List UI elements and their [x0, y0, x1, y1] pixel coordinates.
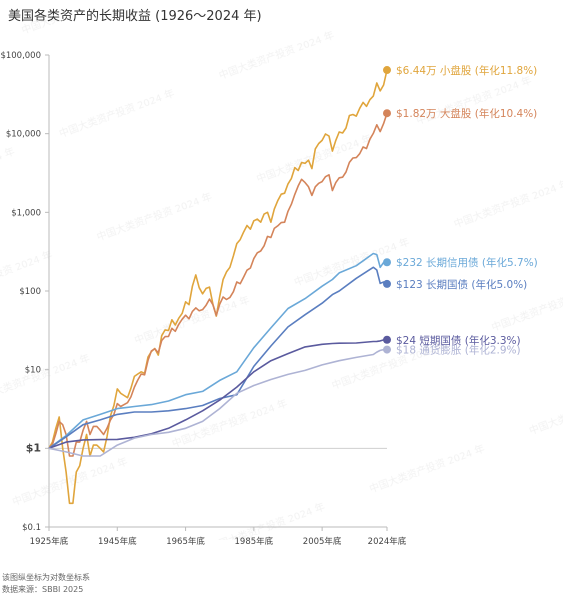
series-endpoint [383, 109, 391, 118]
x-tick-label: 2005年底 [303, 536, 342, 547]
series-endpoint [383, 335, 391, 344]
x-tick-label: 2024年底 [368, 536, 407, 547]
y-tick-label: $1,000 [11, 208, 41, 218]
series-label: $1.82万 大盘股 (年化10.4%) [396, 107, 537, 120]
series-endpoint [383, 279, 391, 288]
x-tick-label: 1945年底 [98, 536, 137, 547]
series-line [48, 266, 388, 449]
series-line [48, 112, 388, 457]
series-label: $232 长期信用债 (年化5.7%) [396, 256, 538, 269]
x-tick-label: 1965年底 [166, 536, 205, 547]
series-label: $18 通货膨胀 (年化2.9%) [396, 344, 521, 357]
series-line [48, 348, 387, 457]
footnote-log-scale: 该图纵坐标为对数坐标系 [2, 573, 90, 582]
y-tick-label: $100,000 [0, 51, 41, 61]
series-line [48, 252, 388, 449]
footnote-source: 数据来源：SBBI 2025 [2, 585, 84, 594]
y-tick-label: $10 [25, 366, 41, 376]
series-label: $123 长期国债 (年化5.0%) [396, 278, 527, 291]
y-tick-label: $10,000 [6, 130, 41, 140]
y-tick-label: $1 [26, 441, 41, 454]
x-tick-label: 1925年底 [30, 536, 69, 547]
x-tick-label: 1985年底 [235, 536, 274, 547]
series-endpoint [383, 345, 391, 354]
y-tick-label: $100 [19, 287, 41, 297]
series-endpoint [383, 66, 391, 75]
y-tick-label: $0.1 [22, 523, 41, 533]
line-chart: 中国大类资产投资 2024 年 $100,000$10,000$1,000$10… [0, 20, 563, 547]
series-line [48, 69, 388, 505]
series-line [48, 339, 388, 450]
watermark-layer [0, 20, 563, 540]
series-label: $6.44万 小盘股 (年化11.8%) [396, 64, 537, 77]
series-label: $24 短期国债 (年化3.3%) [396, 334, 521, 347]
series-endpoint [383, 258, 391, 267]
